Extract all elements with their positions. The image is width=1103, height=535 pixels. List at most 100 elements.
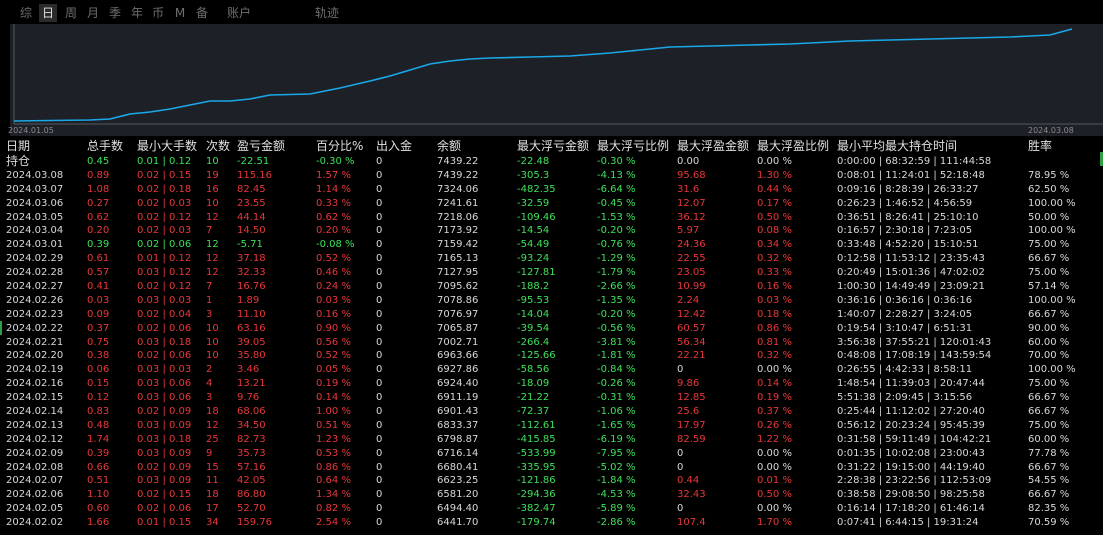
cell-pct: 1.34 % [316,489,351,501]
cell-pct: 0.16 % [316,308,351,320]
cell-date: 2024.02.13 [6,419,64,431]
cell-io: 0 [376,447,383,459]
cell-io: 0 [376,461,383,473]
cell-hold: 0:26:23 | 1:46:52 | 4:56:59 [837,197,973,209]
table-row[interactable]: 2024.02.07 0.51 0.03 | 0.09 11 42.05 0.64 % 0 6… [0,474,1103,488]
cell-bal: 7324.06 [437,183,479,195]
cell-mfp: 12.85 [677,392,706,404]
cell-mfpp: 0.00 % [757,461,792,473]
cell-lots: 0.48 [87,419,110,431]
cell-pct: 0.53 % [316,447,351,459]
header-mfl[interactable]: 最大浮亏金额 [517,139,590,153]
cell-win: 66.67 % [1028,253,1070,265]
table-row[interactable]: 2024.02.26 0.03 0.03 | 0.03 1 1.89 0.03 % 0 707… [0,294,1103,308]
table-row[interactable]: 2024.03.07 1.08 0.02 | 0.18 16 82.45 1.14 % 0 7… [0,183,1103,197]
cell-lots: 0.51 [87,475,110,487]
header-minmax[interactable]: 最小大手数 [137,139,198,153]
cell-mflp: -0.20 % [597,225,636,237]
header-mflp[interactable]: 最大浮亏比例 [597,139,670,153]
cell-io: 0 [376,336,383,348]
cell-win: 70.00 % [1028,350,1070,362]
cell-minmax: 0.03 | 0.03 [137,294,192,306]
table-row[interactable]: 2024.02.02 1.66 0.01 | 0.15 34 159.76 2.54 % 0… [0,516,1103,530]
cell-mfpp: 0.86 % [757,322,792,334]
table-row[interactable]: 2024.02.14 0.83 0.02 | 0.09 18 68.06 1.00 % 0 6… [0,405,1103,419]
table-row[interactable]: 2024.02.21 0.75 0.03 | 0.18 10 39.05 0.56 % 0 7… [0,336,1103,350]
table-row[interactable]: 2024.02.22 0.37 0.02 | 0.06 10 63.16 0.90 % 0 7… [0,322,1103,336]
table-row[interactable]: 2024.03.01 0.39 0.02 | 0.06 12 -5.71 -0.08 % 0… [0,238,1103,252]
header-mfpp[interactable]: 最大浮盈比例 [757,139,830,153]
table-row[interactable]: 2024.02.15 0.12 0.03 | 0.06 3 9.76 0.14 % 0 691… [0,391,1103,405]
tab-1[interactable]: 日 [39,4,57,22]
tab-3[interactable]: 月 [86,6,99,20]
table-row[interactable]: 2024.02.28 0.57 0.03 | 0.12 12 32.33 0.46 % 0 7… [0,266,1103,280]
cell-mfl: -14.04 [517,308,550,320]
cell-io: 0 [376,350,383,362]
table-row[interactable]: 2024.02.09 0.39 0.03 | 0.09 9 35.73 0.53 % 0 67… [0,447,1103,461]
cell-minmax: 0.02 | 0.09 [137,461,192,473]
cell-mfl: -382.47 [517,503,556,515]
tab-5[interactable]: 年 [130,6,143,20]
cell-mfp: 107.4 [677,517,706,529]
cell-win: 75.00 % [1028,378,1070,390]
table-row[interactable]: 2024.02.23 0.09 0.02 | 0.04 3 11.10 0.16 % 0 70… [0,308,1103,322]
tab-2[interactable]: 周 [64,6,77,20]
header-hold[interactable]: 最小平均最大持仓时间 [837,139,958,153]
cell-win: 75.00 % [1028,239,1070,251]
cell-win: 50.00 % [1028,211,1070,223]
table-row[interactable]: 2024.03.08 0.89 0.02 | 0.15 19 115.16 1.57 % 0… [0,169,1103,183]
table-row[interactable]: 2024.03.05 0.62 0.02 | 0.12 12 44.14 0.62 % 0 7… [0,211,1103,225]
cell-win: 100.00 % [1028,197,1076,209]
cell-mfl: -121.86 [517,475,556,487]
cell-mfp: 56.34 [677,336,706,348]
header-date[interactable]: 日期 [6,139,31,153]
cell-mfp: 17.97 [677,419,706,431]
header-lots[interactable]: 总手数 [87,139,124,153]
tab-4[interactable]: 季 [108,6,121,20]
cell-win: 100.00 % [1028,294,1076,306]
table-row[interactable]: 2024.03.04 0.20 0.02 | 0.03 7 14.50 0.20 % 0 71… [0,224,1103,238]
table-row[interactable]: 2024.02.05 0.60 0.02 | 0.06 17 52.70 0.82 % 0 6… [0,502,1103,516]
cell-mfp: 0.44 [677,475,700,487]
table-row[interactable]: 2024.02.13 0.48 0.03 | 0.09 12 34.50 0.51 % 0 6… [0,419,1103,433]
holding-row[interactable]: 持仓 0.45 0.01 | 0.12 10 -22.51 -0.30 % 0 7439.22… [0,154,1103,169]
table-row[interactable]: 2024.02.29 0.61 0.01 | 0.12 12 37.18 0.52 % 0 7… [0,252,1103,266]
cell-mflp: -2.86 % [597,517,636,529]
scroll-marker[interactable] [1100,152,1103,166]
tab-8[interactable]: 备 [195,6,208,20]
tab-0[interactable]: 综 [19,6,32,20]
cell-io: 0 [376,294,383,306]
table-row[interactable]: 2024.03.06 0.27 0.02 | 0.03 10 23.55 0.33 % 0 7… [0,197,1103,211]
cell-pct: 0.64 % [316,475,351,487]
cell-date: 2024.03.05 [6,211,64,223]
header-bal[interactable]: 余额 [437,139,462,153]
tab-7[interactable]: M [174,6,186,20]
cell-win: 60.00 % [1028,336,1070,348]
cell-pnl: 57.16 [237,461,266,473]
tab-9[interactable]: 账户 [226,6,251,20]
header-mfp[interactable]: 最大浮盈金额 [677,139,750,153]
cell-minmax: 0.01 | 0.15 [137,517,192,529]
table-row[interactable]: 2024.02.08 0.66 0.02 | 0.09 15 57.16 0.86 % 0 6… [0,461,1103,475]
cell-date: 2024.03.01 [6,239,64,251]
cell-io: 0 [376,281,383,293]
tab-6[interactable]: 币 [151,6,164,20]
header-io[interactable]: 出入金 [376,139,413,153]
header-win[interactable]: 胜率 [1028,139,1053,153]
table-row[interactable]: 2024.02.12 1.74 0.03 | 0.18 25 82.73 1.23 % 0 6… [0,433,1103,447]
table-row[interactable]: 2024.02.16 0.15 0.03 | 0.06 4 13.21 0.19 % 0 69… [0,377,1103,391]
table-row[interactable]: 2024.02.27 0.41 0.02 | 0.12 7 16.76 0.24 % 0 70… [0,280,1103,294]
table-row[interactable]: 2024.02.20 0.38 0.02 | 0.06 10 35.80 0.52 % 0 6… [0,349,1103,363]
cell-mflp: -1.65 % [597,419,636,431]
cell-pct: 0.90 % [316,322,351,334]
cell-date: 2024.02.22 [6,322,64,334]
cell-mfl: -533.99 [517,447,556,459]
header-pnl[interactable]: 盈亏金额 [237,139,286,153]
tab-10[interactable]: 轨迹 [314,6,339,20]
table-row[interactable]: 2024.02.06 1.10 0.02 | 0.15 18 86.80 1.34 % 0 6… [0,488,1103,502]
header-pct[interactable]: 百分比% [316,139,364,153]
table-row[interactable]: 2024.02.19 0.06 0.03 | 0.03 2 3.46 0.05 % 0 692… [0,363,1103,377]
cell-mflp: -3.81 % [597,336,636,348]
cell-mfl: -266.4 [517,336,550,348]
header-count[interactable]: 次数 [206,139,231,153]
